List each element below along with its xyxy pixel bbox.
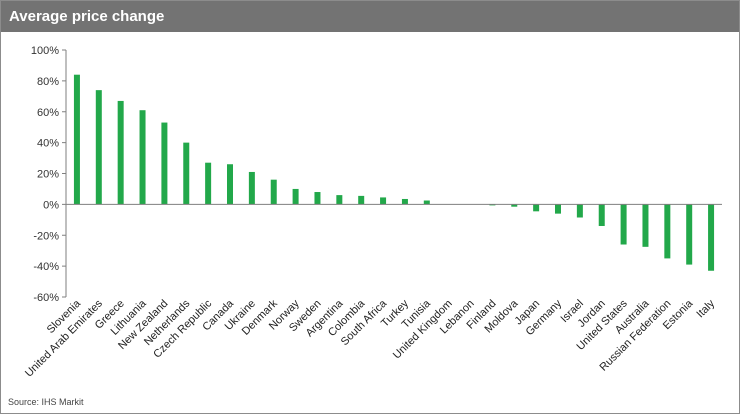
bar [248, 171, 255, 205]
bar [205, 162, 212, 205]
y-tick-label: 60% [37, 107, 59, 119]
title-bar: Average price change [1, 1, 739, 32]
y-tick-label: 40% [37, 138, 59, 150]
bar [314, 192, 321, 205]
bar [358, 195, 365, 205]
bar [117, 100, 124, 205]
bar [423, 200, 430, 205]
bar [401, 198, 408, 205]
bar [576, 204, 583, 218]
bar [555, 204, 561, 214]
chart-title: Average price change [9, 8, 165, 25]
bar [533, 204, 540, 212]
bar [336, 195, 343, 205]
bar [620, 204, 627, 245]
bar [598, 204, 605, 226]
y-tick-label: 100% [31, 45, 59, 57]
bar [380, 197, 387, 205]
bar [642, 204, 649, 247]
bar [708, 204, 715, 271]
bar [292, 188, 299, 205]
bar [511, 204, 518, 207]
y-tick-label: 20% [37, 169, 59, 181]
x-tick-label: Italy [694, 297, 717, 320]
bar [139, 110, 146, 205]
bar [664, 204, 671, 259]
y-tick-label: -60% [33, 292, 59, 304]
bar [227, 164, 233, 205]
bar [161, 122, 168, 205]
y-tick-label: -40% [33, 261, 59, 273]
bar [73, 74, 80, 205]
y-tick-label: 80% [37, 76, 59, 88]
bar [270, 179, 277, 205]
y-tick-label: 0% [43, 199, 59, 211]
y-tick-label: -20% [33, 230, 59, 242]
bar [686, 204, 693, 265]
source-note: Source: IHS Markit [8, 397, 84, 407]
bar [183, 142, 190, 205]
bar [95, 90, 102, 205]
